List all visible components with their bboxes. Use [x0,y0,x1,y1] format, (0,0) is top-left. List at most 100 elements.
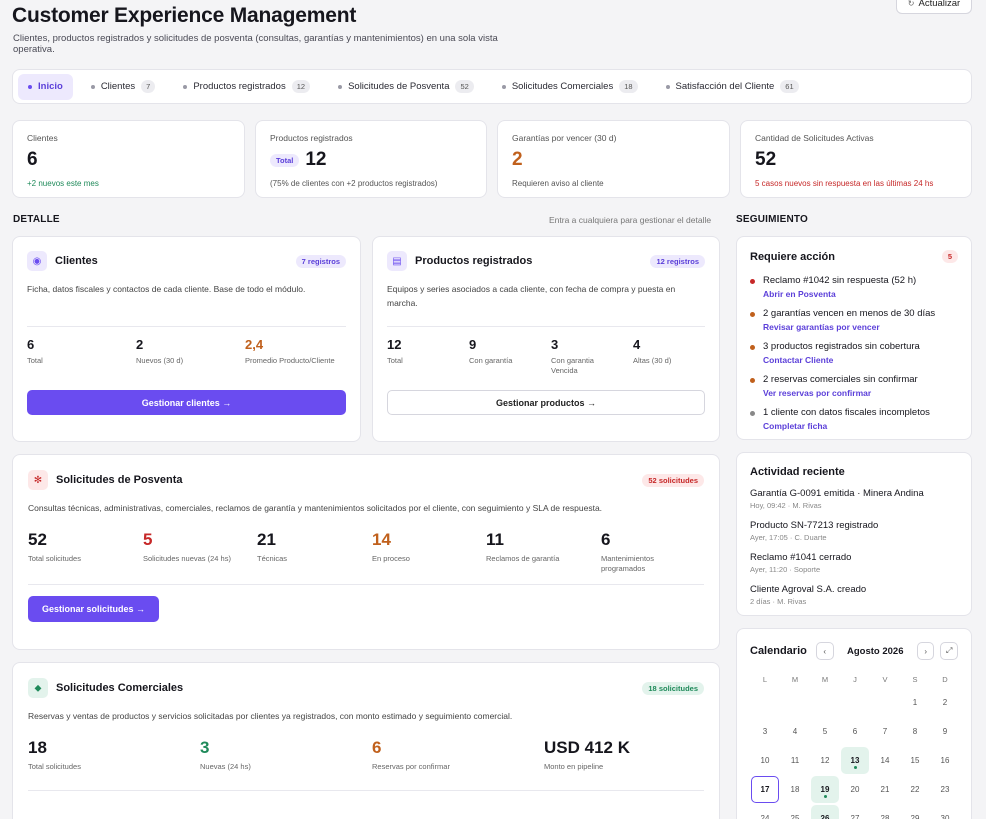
weekday-label: J [853,674,857,684]
calendar-grid: L M M J V S D 1 2 3 4 5 6 7 8 9 10 11 12 13 14 15 16 17 18 19 20 21… [750,670,958,819]
refresh-button[interactable]: ↻ Actualizar [896,0,972,14]
metric-en-proceso: 14 En proceso [372,530,410,563]
calendar-day[interactable]: 9 [942,727,948,736]
calendar-day[interactable]: 27 [850,814,860,819]
calendar-day[interactable]: 22 [910,785,920,794]
calendar-day[interactable]: 6 [852,727,858,736]
action-count-badge: 5 [941,250,958,263]
metric-nuevas: 5 Solicitudes nuevas (24 hs) [143,530,231,563]
expand-icon[interactable]: ⤢ [940,642,958,660]
calendar-day[interactable]: 26 [810,804,840,819]
tab-posventa[interactable]: Solicitudes de Posventa 52 [328,74,484,100]
calendar-day[interactable]: 24 [760,814,770,819]
tab-count: 61 [780,80,799,93]
calendar-day[interactable]: 30 [940,814,950,819]
gestionar-productos-button[interactable]: Gestionar productos → [387,390,705,415]
stat-value: 6 [27,149,38,170]
next-month-button[interactable]: › [916,642,935,660]
records-badge: 12 registros [650,254,705,268]
calendar-empty [840,688,870,717]
productos-card: ▤ Productos registrados 12 registros Equ… [372,236,720,442]
action-link[interactable]: Contactar Cliente [763,355,834,365]
calendar-day[interactable]: 8 [912,727,918,736]
calendar-day[interactable]: 25 [790,814,800,819]
seguimiento-heading: SEGUIMIENTO [736,214,809,225]
calendar-day[interactable]: 15 [910,756,920,765]
calendar-day[interactable]: 4 [792,727,798,736]
card-description: Ficha, datos fiscales y contactos de cad… [27,284,306,294]
metric-total: 52 Total solicitudes [28,530,81,563]
status-dot-icon [750,279,755,284]
calendar-day[interactable]: 11 [790,756,800,765]
action-link[interactable]: Completar ficha [763,421,828,431]
calendar-day[interactable]: 21 [880,785,890,794]
metric-reclamos: 11 Reclamos de garantía [486,530,560,563]
tab-productos[interactable]: Productos registrados 12 [173,74,320,100]
dot-icon [90,84,95,89]
stat-value: 52 [755,149,777,170]
calendar-day[interactable]: 13 [840,746,870,775]
weekday-label: V [882,674,888,684]
action-item: 2 garantías vencen en menos de 30 días Re… [750,308,958,332]
user-icon: ◉ [27,251,47,271]
calendar-day[interactable]: 19 [810,775,840,804]
activity-meta: Ayer, 17:05 · C. Duarte [750,533,827,542]
action-text: 1 cliente con datos fiscales incompletos [763,407,930,418]
activity-text: Reclamo #1041 cerrado [750,552,852,563]
calendar-day[interactable]: 17 [750,775,780,804]
calendar-day[interactable]: 16 [940,756,950,765]
page-title: Customer Experience Management [12,4,357,27]
card-title: Solicitudes Comerciales [56,682,184,694]
activity-item[interactable]: Cliente Agroval S.A. creado 2 días · M. R… [750,584,958,606]
prev-month-button[interactable]: ‹ [816,642,834,660]
status-dot-icon [750,378,755,383]
calendar-day[interactable]: 1 [912,698,918,707]
stat-card-productos: Productos registrados Total 12 (75% de cl… [255,120,487,198]
stat-note: (75% de clientes con +2 productos regist… [270,179,438,188]
gestionar-clientes-button[interactable]: Gestionar clientes → [27,390,346,415]
action-text: 2 reservas comerciales sin confirmar [763,374,918,385]
calendar-day[interactable]: 12 [820,756,830,765]
calendar-day[interactable]: 23 [940,785,950,794]
action-item: 3 productos registrados sin cobertura Con… [750,341,958,365]
action-link[interactable]: Abrir en Posventa [763,289,836,299]
calendar-day[interactable]: 18 [790,785,800,794]
tab-comerciales[interactable]: Solicitudes Comerciales 18 [492,74,648,100]
calendar-day[interactable]: 20 [850,785,860,794]
tab-label: Productos registrados [193,81,286,92]
metric-con-garantia: 9 Con garantía [469,337,513,365]
dot-icon [28,84,32,89]
tab-clientes[interactable]: Clientes 7 [81,74,166,100]
page-subtitle: Clientes, productos registrados y solici… [13,33,498,55]
card-title: Productos registrados [415,255,533,267]
metric-nuevos: 2 Nuevos (30 d) [136,337,184,365]
activity-item[interactable]: Reclamo #1041 cerrado Ayer, 11:20 · Sopor… [750,552,958,574]
status-dot-icon [750,411,755,416]
metric-nuevas: 3 Nuevas (24 hs) [200,738,251,771]
gestionar-solicitudes-button[interactable]: Gestionar solicitudes → [28,596,159,622]
calendar-day[interactable]: 7 [882,727,888,736]
calendar-day[interactable]: 5 [822,727,828,736]
tab-inicio[interactable]: Inicio [18,73,73,100]
calendar-day[interactable]: 3 [762,727,768,736]
calendar-day[interactable]: 29 [910,814,920,819]
calendar-day[interactable]: 14 [880,756,890,765]
activity-text: Producto SN-77213 registrado [750,520,879,531]
card-title: Calendario [750,645,807,657]
activity-item[interactable]: Producto SN-77213 registrado Ayer, 17:05 … [750,520,958,542]
solicitudes-badge: 18 solicitudes [642,681,704,695]
metric-pipeline: USD 412 K Monto en pipeline [544,738,630,771]
action-text: Reclamo #1042 sin respuesta (52 h) [763,275,917,286]
activity-meta: Hoy, 09:42 · M. Rivas [750,501,822,510]
action-link[interactable]: Revisar garantías por vencer [763,322,880,332]
dot-icon [338,84,343,89]
tab-satisfaccion[interactable]: Satisfacción del Cliente 61 [656,74,809,100]
calendar-day[interactable]: 2 [942,698,948,707]
calendar-day[interactable]: 28 [880,814,890,819]
tab-count: 52 [455,80,474,93]
activity-meta: Ayer, 11:20 · Soporte [750,565,821,574]
activity-item[interactable]: Garantía G-0091 emitida · Minera Andina H… [750,488,958,510]
action-link[interactable]: Ver reservas por confirmar [763,388,872,398]
calendar-day[interactable]: 10 [760,756,770,765]
clientes-card: ◉ Clientes 7 registros Ficha, datos fisc… [12,236,361,442]
